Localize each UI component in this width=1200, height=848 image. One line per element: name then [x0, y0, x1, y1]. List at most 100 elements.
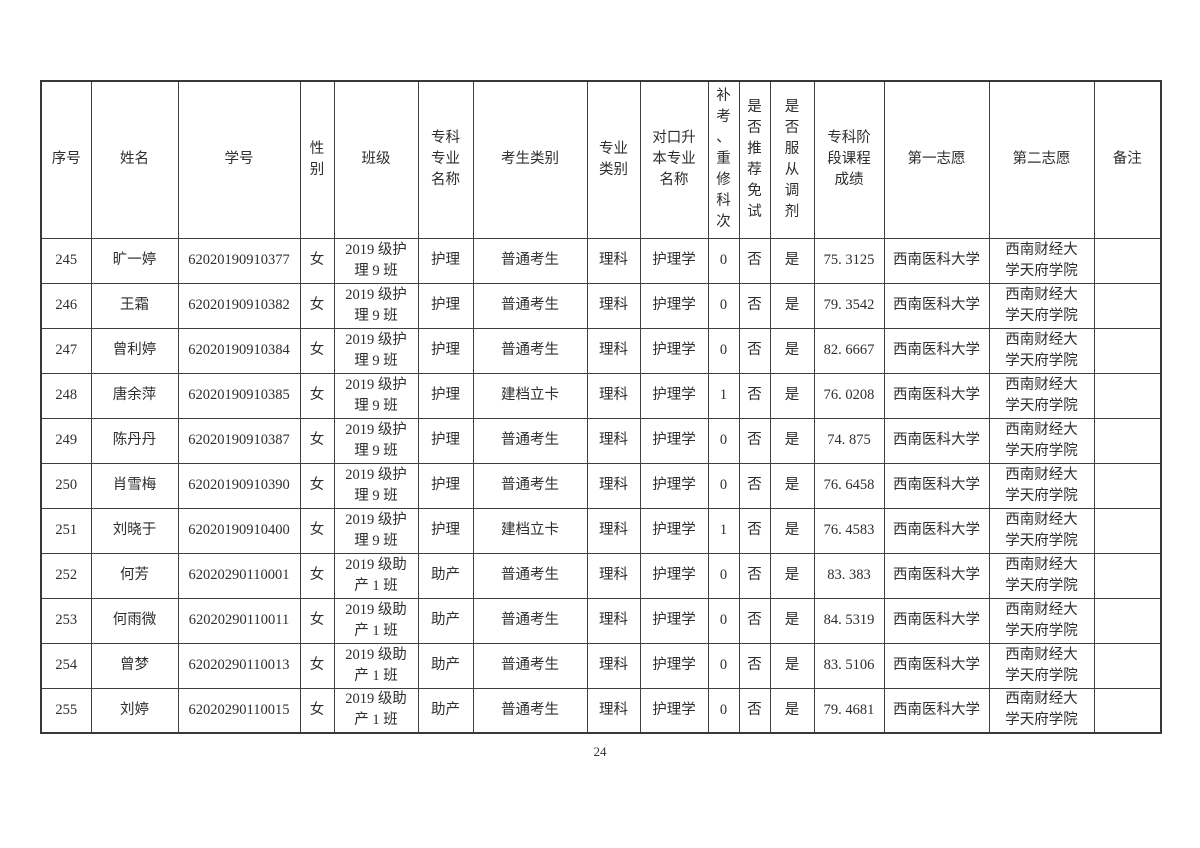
cell-candidate-type: 普通考生 — [472, 417, 588, 464]
header-class: 班级 — [333, 80, 419, 239]
table-row: 255 刘婷 62020290110015 女 2019 级助 产 1 班助产 普通考生理… — [40, 687, 1162, 734]
cell-second-choice: 西南财经大 学天府学院 — [988, 282, 1095, 329]
cell-student-id: 62020190910382 — [177, 282, 301, 329]
cell-score: 79. 4681 — [813, 687, 885, 734]
cell-student-id: 62020290110015 — [177, 687, 301, 734]
table-body: 245 旷一婷 62020190910377 女 2019 级护 理 9 班护理 普通考生… — [40, 237, 1162, 734]
cell-name: 何芳 — [90, 552, 179, 599]
cell-gender: 女 — [299, 237, 335, 284]
header-target-major: 对口升 本专业 名称 — [639, 80, 709, 239]
cell-major-name: 护理 — [417, 282, 474, 329]
cell-second-choice: 西南财经大 学天府学院 — [988, 462, 1095, 509]
cell-index: 252 — [40, 552, 92, 599]
cell-remarks — [1093, 687, 1162, 734]
cell-candidate-type: 建档立卡 — [472, 372, 588, 419]
cell-student-id: 62020190910390 — [177, 462, 301, 509]
cell-subject-category: 理科 — [586, 687, 641, 734]
table-row: 246 王霜 62020190910382 女 2019 级护 理 9 班护理 普通考生理… — [40, 282, 1162, 329]
cell-class: 2019 级护 理 9 班 — [333, 507, 419, 554]
header-exempt-recommend: 是 否 推 荐 免 试 — [738, 80, 771, 239]
table-header-row: 序号 姓名 学号 性 别 班级 专科 专业 名称 考生类别 专业 类别 对口升 … — [40, 80, 1162, 239]
cell-gender: 女 — [299, 462, 335, 509]
cell-score: 79. 3542 — [813, 282, 885, 329]
cell-subject-category: 理科 — [586, 417, 641, 464]
cell-score: 76. 0208 — [813, 372, 885, 419]
cell-class: 2019 级护 理 9 班 — [333, 327, 419, 374]
cell-class: 2019 级护 理 9 班 — [333, 237, 419, 284]
cell-retake-count: 0 — [707, 282, 740, 329]
cell-index: 253 — [40, 597, 92, 644]
cell-obey-adjustment: 是 — [769, 237, 815, 284]
cell-first-choice: 西南医科大学 — [883, 372, 990, 419]
cell-subject-category: 理科 — [586, 642, 641, 689]
cell-name: 唐余萍 — [90, 372, 179, 419]
cell-major-name: 护理 — [417, 507, 474, 554]
header-gender: 性 别 — [299, 80, 335, 239]
table-row: 251 刘晓于 62020190910400 女 2019 级护 理 9 班护理 建档立卡… — [40, 507, 1162, 554]
cell-second-choice: 西南财经大 学天府学院 — [988, 417, 1095, 464]
cell-obey-adjustment: 是 — [769, 687, 815, 734]
cell-major-name: 护理 — [417, 327, 474, 374]
cell-score: 83. 383 — [813, 552, 885, 599]
cell-candidate-type: 建档立卡 — [472, 507, 588, 554]
cell-index: 248 — [40, 372, 92, 419]
cell-subject-category: 理科 — [586, 597, 641, 644]
cell-remarks — [1093, 462, 1162, 509]
cell-exempt-recommend: 否 — [738, 552, 771, 599]
cell-exempt-recommend: 否 — [738, 687, 771, 734]
cell-major-name: 护理 — [417, 462, 474, 509]
cell-second-choice: 西南财经大 学天府学院 — [988, 687, 1095, 734]
cell-target-major: 护理学 — [639, 327, 709, 374]
cell-candidate-type: 普通考生 — [472, 282, 588, 329]
cell-candidate-type: 普通考生 — [472, 687, 588, 734]
table-row: 249 陈丹丹 62020190910387 女 2019 级护 理 9 班护理 普通考生… — [40, 417, 1162, 464]
cell-gender: 女 — [299, 597, 335, 644]
cell-obey-adjustment: 是 — [769, 372, 815, 419]
cell-score: 82. 6667 — [813, 327, 885, 374]
header-second-choice: 第二志愿 — [988, 80, 1095, 239]
cell-target-major: 护理学 — [639, 687, 709, 734]
table-row: 252 何芳 62020290110001 女 2019 级助 产 1 班助产 普通考生理… — [40, 552, 1162, 599]
cell-student-id: 62020290110013 — [177, 642, 301, 689]
header-remarks: 备注 — [1093, 80, 1162, 239]
cell-index: 250 — [40, 462, 92, 509]
cell-remarks — [1093, 642, 1162, 689]
cell-score: 83. 5106 — [813, 642, 885, 689]
cell-index: 247 — [40, 327, 92, 374]
cell-exempt-recommend: 否 — [738, 327, 771, 374]
cell-class: 2019 级助 产 1 班 — [333, 687, 419, 734]
cell-class: 2019 级护 理 9 班 — [333, 372, 419, 419]
cell-retake-count: 0 — [707, 237, 740, 284]
cell-first-choice: 西南医科大学 — [883, 507, 990, 554]
cell-name: 曾梦 — [90, 642, 179, 689]
cell-name: 陈丹丹 — [90, 417, 179, 464]
cell-major-name: 助产 — [417, 552, 474, 599]
cell-target-major: 护理学 — [639, 237, 709, 284]
table-row: 248 唐余萍 62020190910385 女 2019 级护 理 9 班护理 建档立卡… — [40, 372, 1162, 419]
cell-name: 旷一婷 — [90, 237, 179, 284]
header-candidate-type: 考生类别 — [472, 80, 588, 239]
cell-subject-category: 理科 — [586, 237, 641, 284]
cell-obey-adjustment: 是 — [769, 462, 815, 509]
cell-subject-category: 理科 — [586, 552, 641, 599]
cell-obey-adjustment: 是 — [769, 507, 815, 554]
cell-gender: 女 — [299, 417, 335, 464]
cell-second-choice: 西南财经大 学天府学院 — [988, 597, 1095, 644]
cell-class: 2019 级护 理 9 班 — [333, 462, 419, 509]
cell-student-id: 62020190910400 — [177, 507, 301, 554]
cell-name: 肖雪梅 — [90, 462, 179, 509]
cell-subject-category: 理科 — [586, 372, 641, 419]
header-major-name: 专科 专业 名称 — [417, 80, 474, 239]
cell-gender: 女 — [299, 642, 335, 689]
cell-index: 246 — [40, 282, 92, 329]
cell-retake-count: 0 — [707, 462, 740, 509]
table-row: 253 何雨微 62020290110011 女 2019 级助 产 1 班助产 普通考生… — [40, 597, 1162, 644]
page-number: 24 — [593, 744, 607, 759]
cell-score: 74. 875 — [813, 417, 885, 464]
cell-second-choice: 西南财经大 学天府学院 — [988, 372, 1095, 419]
cell-target-major: 护理学 — [639, 597, 709, 644]
cell-candidate-type: 普通考生 — [472, 597, 588, 644]
cell-target-major: 护理学 — [639, 552, 709, 599]
cell-retake-count: 1 — [707, 372, 740, 419]
cell-score: 75. 3125 — [813, 237, 885, 284]
